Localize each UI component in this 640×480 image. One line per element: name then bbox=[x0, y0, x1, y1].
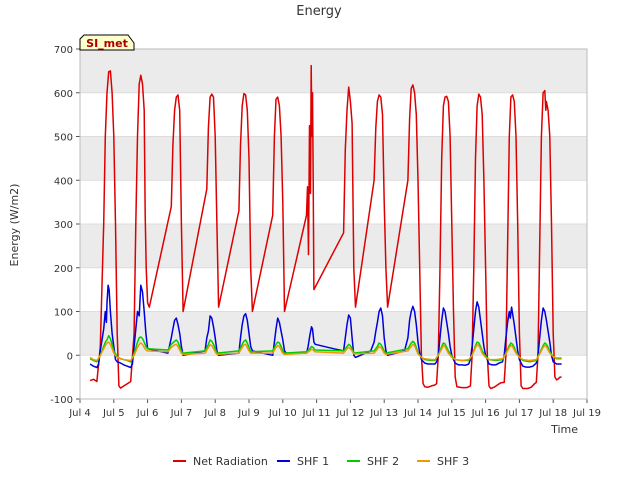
x-tick-label: Jul 8 bbox=[203, 408, 226, 419]
y-axis-label: Energy (W/m2) bbox=[8, 184, 21, 267]
x-tick-label: Jul 7 bbox=[170, 408, 193, 419]
legend-label-shf-3: SHF 3 bbox=[437, 455, 469, 468]
legend-label-shf-2: SHF 2 bbox=[367, 455, 399, 468]
series-line-shf-1 bbox=[89, 284, 562, 369]
x-tick-label: Jul 19 bbox=[572, 408, 601, 419]
axes: -100 0 100 200 300 400 500 600 700 Jul 4 Jul 5 Jul … bbox=[50, 45, 601, 419]
legend-label-shf-1: SHF 1 bbox=[297, 455, 329, 468]
y-tick-label: 400 bbox=[54, 176, 73, 187]
series-line-shf-3 bbox=[89, 341, 562, 362]
badge-label: SI_met bbox=[86, 37, 128, 50]
x-tick-label: Jul 5 bbox=[102, 408, 125, 419]
x-tick-label: Jul 6 bbox=[136, 408, 159, 419]
x-tick-label: Jul 10 bbox=[268, 408, 297, 419]
series-lines bbox=[89, 64, 562, 390]
x-tick-label: Jul 15 bbox=[437, 408, 466, 419]
x-tick-label: Jul 17 bbox=[504, 408, 533, 419]
legend: Net Radiation SHF 1 SHF 2 SHF 3 bbox=[173, 455, 469, 468]
band-400 bbox=[80, 136, 587, 181]
x-tick-label: Jul 12 bbox=[335, 408, 364, 419]
chart-title: Energy bbox=[296, 4, 342, 19]
band-200 bbox=[80, 224, 587, 268]
legend-label-net-radiation: Net Radiation bbox=[193, 455, 268, 468]
x-tick-label: Jul 9 bbox=[237, 408, 260, 419]
y-tick-label: 600 bbox=[54, 89, 73, 100]
x-tick-label: Jul 13 bbox=[369, 408, 398, 419]
x-tick-label: Jul 16 bbox=[471, 408, 500, 419]
series-line-shf-2 bbox=[89, 334, 562, 363]
x-tick-label: Jul 4 bbox=[68, 408, 91, 419]
y-tick-label: 500 bbox=[54, 133, 73, 144]
si-met-badge: SI_met bbox=[79, 34, 135, 51]
x-tick-label: Jul 18 bbox=[538, 408, 567, 419]
x-tick-label: Jul 11 bbox=[302, 408, 331, 419]
y-tick-label: 300 bbox=[54, 220, 73, 231]
x-axis-label: Time bbox=[550, 423, 578, 436]
y-tick-label: 200 bbox=[54, 264, 73, 275]
y-tick-label: -100 bbox=[50, 395, 73, 406]
y-tick-label: 700 bbox=[54, 45, 73, 56]
badge-shape bbox=[79, 34, 135, 51]
series-line-net-radiation bbox=[89, 64, 562, 390]
band-600 bbox=[80, 49, 587, 93]
plot-frame bbox=[79, 48, 588, 400]
y-tick-label: 0 bbox=[67, 351, 73, 362]
y-tick-label: 100 bbox=[54, 308, 73, 319]
x-tick-label: Jul 14 bbox=[403, 408, 432, 419]
